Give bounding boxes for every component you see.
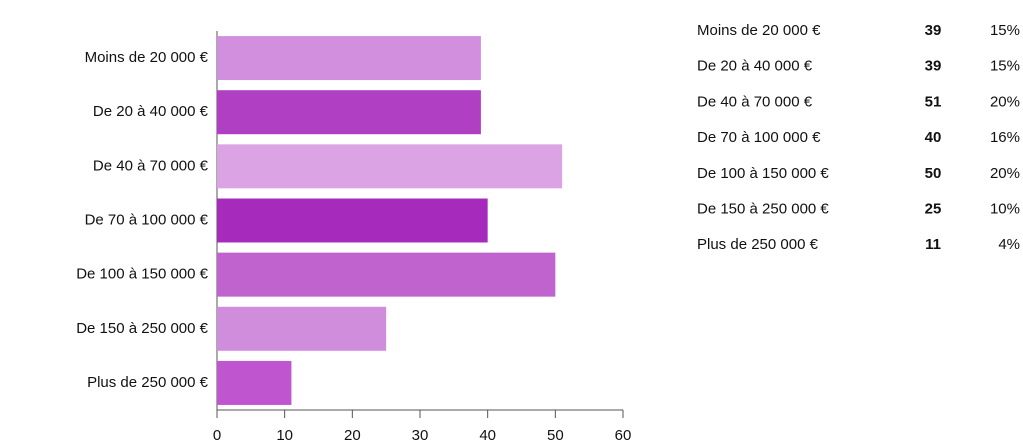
table-count: 39 (925, 22, 942, 39)
table-count: 25 (925, 200, 942, 217)
table-label: Moins de 20 000 € (697, 22, 821, 39)
table-share: 20% (990, 165, 1020, 182)
x-tick-label: 10 (276, 427, 293, 441)
bar (217, 144, 563, 189)
table-label: De 100 à 150 000 € (697, 165, 829, 182)
x-tick-label: 0 (213, 427, 221, 441)
table-label: De 70 à 100 000 € (697, 129, 821, 146)
y-tick-label: Moins de 20 000 € (85, 49, 209, 66)
table-label: De 40 à 70 000 € (697, 93, 813, 110)
table-count: 39 (925, 58, 942, 75)
y-tick-label: De 70 à 100 000 € (85, 211, 209, 228)
table-share: 10% (990, 200, 1020, 217)
bar (217, 90, 481, 135)
table-count: 40 (925, 129, 942, 146)
table-label: Plus de 250 000 € (697, 236, 819, 253)
y-tick-label: De 100 à 150 000 € (76, 266, 208, 283)
y-tick-label: De 150 à 250 000 € (76, 320, 208, 337)
bar (217, 306, 387, 351)
table-label: De 20 à 40 000 € (697, 58, 813, 75)
x-tick-label: 50 (547, 427, 564, 441)
table-share: 16% (990, 129, 1020, 146)
x-tick-label: 30 (412, 427, 429, 441)
table-share: 20% (990, 93, 1020, 110)
x-tick-label: 20 (344, 427, 361, 441)
bar (217, 36, 481, 81)
table-count: 50 (925, 165, 942, 182)
table-share: 4% (998, 236, 1020, 253)
table-label: De 150 à 250 000 € (697, 200, 829, 217)
x-tick-label: 40 (479, 427, 496, 441)
y-tick-label: De 20 à 40 000 € (93, 103, 209, 120)
bar (217, 360, 292, 405)
table-count: 51 (925, 93, 942, 110)
bar (217, 198, 488, 243)
table-count: 11 (925, 236, 941, 253)
table-share: 15% (990, 22, 1020, 39)
bar (217, 252, 556, 297)
y-tick-label: Plus de 250 000 € (87, 374, 209, 391)
x-tick-label: 60 (615, 427, 632, 441)
table-share: 15% (990, 58, 1020, 75)
y-tick-label: De 40 à 70 000 € (93, 157, 209, 174)
